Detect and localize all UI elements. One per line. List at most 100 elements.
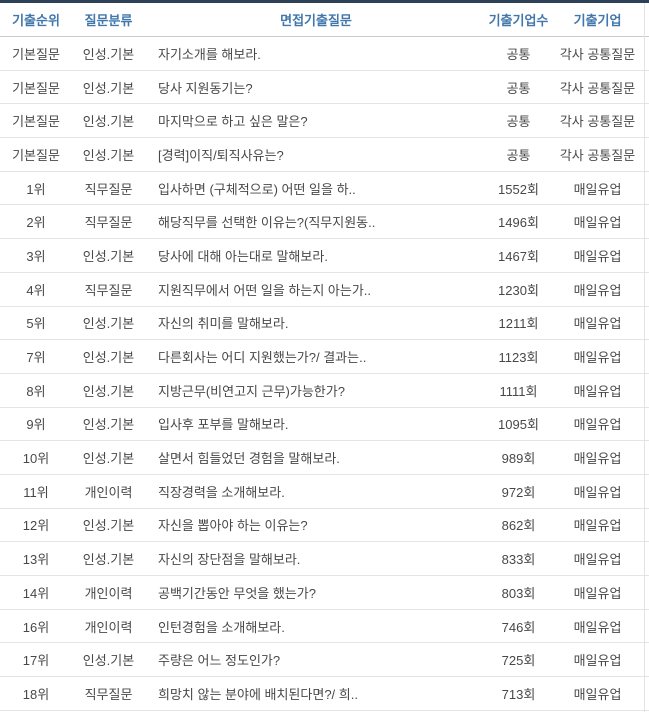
category-cell: 직무질문 — [84, 686, 133, 702]
table-row[interactable]: 18위 직무질문 희망치 않는 분야에 배치된다면?/ 희.. 713회 매일유… — [0, 677, 649, 711]
table-row[interactable]: 16위 개인이력 인턴경험을 소개해보라. 746회 매일유업 — [0, 609, 649, 644]
category-cell: 인성.기본 — [82, 653, 135, 669]
count-cell: 713회 — [501, 686, 536, 702]
count-cell: 1123회 — [498, 350, 539, 366]
count-cell: 746회 — [501, 619, 536, 635]
count-cell: 725회 — [501, 653, 536, 669]
count-cell: 1095회 — [498, 417, 539, 433]
question-cell: 공백기간동안 무엇을 했는가? — [158, 585, 316, 601]
question-cell: 직장경력을 소개해보라. — [158, 484, 285, 500]
table-row[interactable]: 기본질문 인성.기본 마지막으로 하고 싶은 말은? 공통 각사 공통질문 — [0, 104, 649, 139]
table-row[interactable]: 17위 인성.기본 주량은 어느 정도인가? 725회 매일유업 — [0, 643, 649, 678]
count-cell: 972회 — [501, 484, 536, 500]
rank-cell: 11위 — [23, 484, 49, 500]
table-row[interactable]: 11위 개인이력 직장경력을 소개해보라. 972회 매일유업 — [0, 474, 649, 509]
company-cell: 매일유업 — [573, 417, 622, 433]
category-cell: 직무질문 — [84, 181, 133, 197]
category-cell: 개인이력 — [84, 619, 133, 635]
category-cell: 인성.기본 — [82, 114, 135, 130]
question-cell: 다른회사는 어디 지원했는가?/ 결과는.. — [158, 350, 367, 366]
count-cell: 833회 — [501, 552, 536, 568]
count-cell: 공통 — [506, 147, 531, 163]
table-row[interactable]: 10위 인성.기본 살면서 힘들었던 경험을 말해보라. 989회 매일유업 — [0, 441, 649, 475]
company-cell: 매일유업 — [573, 518, 622, 534]
question-cell: 주량은 어느 정도인가? — [158, 653, 281, 669]
table-row[interactable]: 2위 직무질문 해당직무를 선택한 이유는?(직무지원동.. 1496회 매일유… — [0, 205, 649, 240]
category-cell: 인성.기본 — [82, 383, 135, 399]
rank-cell: 9위 — [26, 417, 46, 433]
count-cell: 1230회 — [498, 282, 539, 298]
category-cell: 인성.기본 — [82, 248, 135, 264]
count-cell: 1552회 — [498, 181, 539, 197]
table-right-border — [644, 3, 645, 712]
company-cell: 각사 공통질문 — [559, 80, 636, 96]
question-cell: 자신의 취미를 말해보라. — [158, 316, 289, 332]
question-cell: 해당직무를 선택한 이유는?(직무지원동.. — [158, 215, 376, 231]
category-cell: 직무질문 — [84, 215, 133, 231]
category-cell: 인성.기본 — [82, 518, 135, 534]
rank-cell: 기본질문 — [12, 80, 60, 96]
table-row[interactable]: 12위 인성.기본 자신을 뽑아야 하는 이유는? 862회 매일유업 — [0, 508, 649, 543]
rank-cell: 17위 — [22, 653, 50, 669]
table-row[interactable]: 기본질문 인성.기본 자기소개를 해보라. 공통 각사 공통질문 — [0, 37, 649, 71]
category-cell: 인성.기본 — [82, 316, 135, 332]
company-cell: 매일유업 — [573, 248, 622, 264]
company-cell: 매일유업 — [573, 282, 622, 298]
category-cell: 직무질문 — [84, 282, 133, 298]
category-cell: 개인이력 — [84, 484, 133, 500]
count-cell: 1111회 — [499, 383, 538, 399]
table-row[interactable]: 14위 개인이력 공백기간동안 무엇을 했는가? 803회 매일유업 — [0, 576, 649, 610]
category-cell: 인성.기본 — [82, 80, 135, 96]
rank-cell: 18위 — [22, 686, 50, 702]
category-cell: 인성.기본 — [82, 417, 135, 433]
rank-cell: 2위 — [26, 215, 46, 231]
company-cell: 매일유업 — [573, 316, 622, 332]
count-cell: 862회 — [501, 518, 536, 534]
rank-cell: 기본질문 — [12, 46, 60, 62]
company-cell: 매일유업 — [573, 552, 622, 568]
category-cell: 개인이력 — [84, 585, 133, 601]
question-cell: 지원직무에서 어떤 일을 하는지 아는가.. — [158, 282, 372, 298]
count-cell: 공통 — [506, 80, 531, 96]
company-cell: 매일유업 — [573, 451, 622, 467]
category-cell: 인성.기본 — [82, 451, 135, 467]
question-cell: 당사 지원동기는? — [158, 80, 253, 96]
table-row[interactable]: 13위 인성.기본 자신의 장단점을 말해보라. 833회 매일유업 — [0, 542, 649, 576]
rank-cell: 4위 — [26, 282, 46, 298]
question-cell: [경력]이직/퇴직사유는? — [158, 147, 284, 163]
table-row[interactable]: 8위 인성.기본 지방근무(비연고지 근무)가능한가? 1111회 매일유업 — [0, 373, 649, 408]
company-cell: 매일유업 — [573, 350, 622, 366]
table-row[interactable]: 1위 직무질문 입사하면 (구체적으로) 어떤 일을 하.. 1552회 매일유… — [0, 171, 649, 206]
category-cell: 인성.기본 — [82, 350, 135, 366]
count-cell: 1467회 — [498, 248, 539, 264]
table-row[interactable]: 4위 직무질문 지원직무에서 어떤 일을 하는지 아는가.. 1230회 매일유… — [0, 272, 649, 307]
rank-cell: 16위 — [22, 619, 50, 635]
rank-cell: 13위 — [22, 552, 50, 568]
company-cell: 매일유업 — [573, 215, 622, 231]
count-cell: 공통 — [506, 46, 531, 62]
company-cell: 각사 공통질문 — [559, 147, 636, 163]
table-row[interactable]: 7위 인성.기본 다른회사는 어디 지원했는가?/ 결과는.. 1123회 매일… — [0, 340, 649, 374]
table-row[interactable]: 9위 인성.기본 입사후 포부를 말해보라. 1095회 매일유업 — [0, 407, 649, 442]
company-cell: 각사 공통질문 — [559, 114, 636, 130]
company-cell: 매일유업 — [573, 686, 622, 702]
question-cell: 자기소개를 해보라. — [158, 46, 261, 62]
company-cell: 매일유업 — [573, 383, 622, 399]
count-cell: 공통 — [506, 114, 531, 130]
table-row[interactable]: 5위 인성.기본 자신의 취미를 말해보라. 1211회 매일유업 — [0, 306, 649, 341]
count-cell: 1211회 — [498, 316, 539, 332]
category-cell: 인성.기본 — [82, 147, 135, 163]
category-cell: 인성.기본 — [82, 46, 135, 62]
table-row[interactable]: 3위 인성.기본 당사에 대해 아는대로 말해보라. 1467회 매일유업 — [0, 239, 649, 273]
column-header-company: 기출기업 — [573, 13, 622, 28]
table-body: 기본질문 인성.기본 자기소개를 해보라. 공통 각사 공통질문 기본질문 인성… — [0, 37, 649, 711]
question-cell: 당사에 대해 아는대로 말해보라. — [158, 248, 328, 264]
count-cell: 803회 — [501, 585, 536, 601]
question-cell: 자신을 뽑아야 하는 이유는? — [158, 518, 308, 534]
rank-cell: 12위 — [22, 518, 50, 534]
table-row[interactable]: 기본질문 인성.기본 당사 지원동기는? 공통 각사 공통질문 — [0, 70, 649, 105]
rank-cell: 기본질문 — [12, 114, 60, 130]
table-row[interactable]: 기본질문 인성.기본 [경력]이직/퇴직사유는? 공통 각사 공통질문 — [0, 138, 649, 172]
question-cell: 희망치 않는 분야에 배치된다면?/ 희.. — [158, 686, 358, 702]
